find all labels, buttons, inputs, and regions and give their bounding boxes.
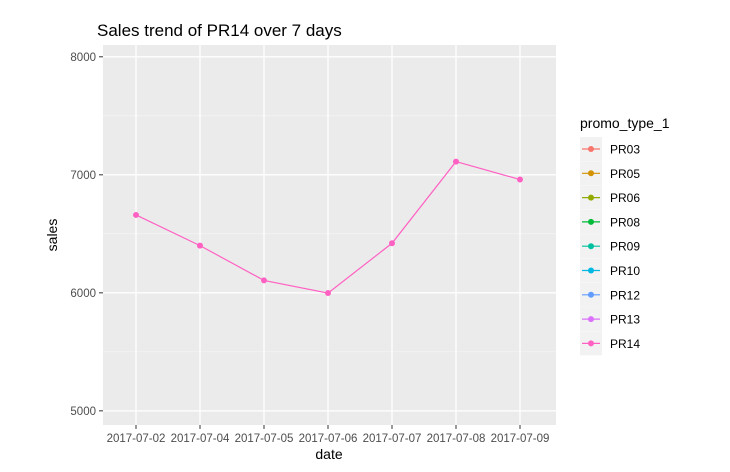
data-point	[517, 176, 523, 183]
y-tick-label: 8000	[70, 52, 96, 64]
legend-key-point	[588, 243, 594, 250]
legend: promo_type_1 PR03 PR05 PR06 PR08 PR09 PR10 PR1…	[580, 115, 670, 356]
axis-ticks	[99, 56, 521, 429]
legend-key-point	[588, 340, 594, 347]
x-tick-label: 2017-07-09	[491, 433, 550, 445]
legend-key-point	[588, 316, 594, 323]
y-tick-labels: 5000 6000 7000 8000	[70, 52, 96, 418]
legend-label: PR03	[610, 143, 640, 157]
legend-label: PR08	[610, 215, 640, 229]
y-tick-label: 5000	[70, 406, 96, 418]
data-point	[453, 158, 459, 165]
x-tick-label: 2017-07-04	[171, 433, 230, 445]
grid-minor	[103, 115, 556, 353]
legend-label: PR10	[610, 264, 640, 278]
legend-key-point	[588, 267, 594, 274]
x-tick-label: 2017-07-02	[107, 433, 166, 445]
legend-label: PR14	[610, 337, 640, 351]
legend-label: PR05	[610, 167, 640, 181]
x-axis-title: date	[315, 446, 342, 462]
legend-title: promo_type_1	[580, 115, 670, 131]
chart-title: Sales trend of PR14 over 7 days	[97, 21, 342, 40]
x-tick-labels: 2017-07-02 2017-07-04 2017-07-05 2017-07-06…	[107, 433, 550, 445]
legend-key-point	[588, 218, 594, 225]
data-point	[325, 290, 331, 297]
x-tick-label: 2017-07-06	[299, 433, 358, 445]
legend-label: PR13	[610, 313, 640, 327]
legend-label: PR12	[610, 288, 640, 302]
legend-key-point	[588, 291, 594, 298]
data-point	[389, 240, 395, 247]
y-tick-label: 7000	[70, 170, 96, 182]
x-tick-label: 2017-07-07	[363, 433, 422, 445]
data-point	[261, 277, 267, 284]
plot-panel	[103, 45, 556, 425]
legend-label: PR09	[610, 240, 640, 254]
legend-key-point	[588, 146, 594, 152]
x-tick-label: 2017-07-08	[427, 433, 486, 445]
y-axis-title: sales	[44, 219, 60, 252]
legend-key-point	[588, 170, 594, 177]
legend-key-point	[588, 194, 594, 201]
data-point	[197, 242, 203, 249]
y-tick-label: 6000	[70, 288, 96, 300]
series-layer	[133, 158, 523, 297]
x-tick-label: 2017-07-05	[235, 433, 294, 445]
legend-label: PR06	[610, 191, 640, 205]
data-point	[133, 211, 139, 218]
